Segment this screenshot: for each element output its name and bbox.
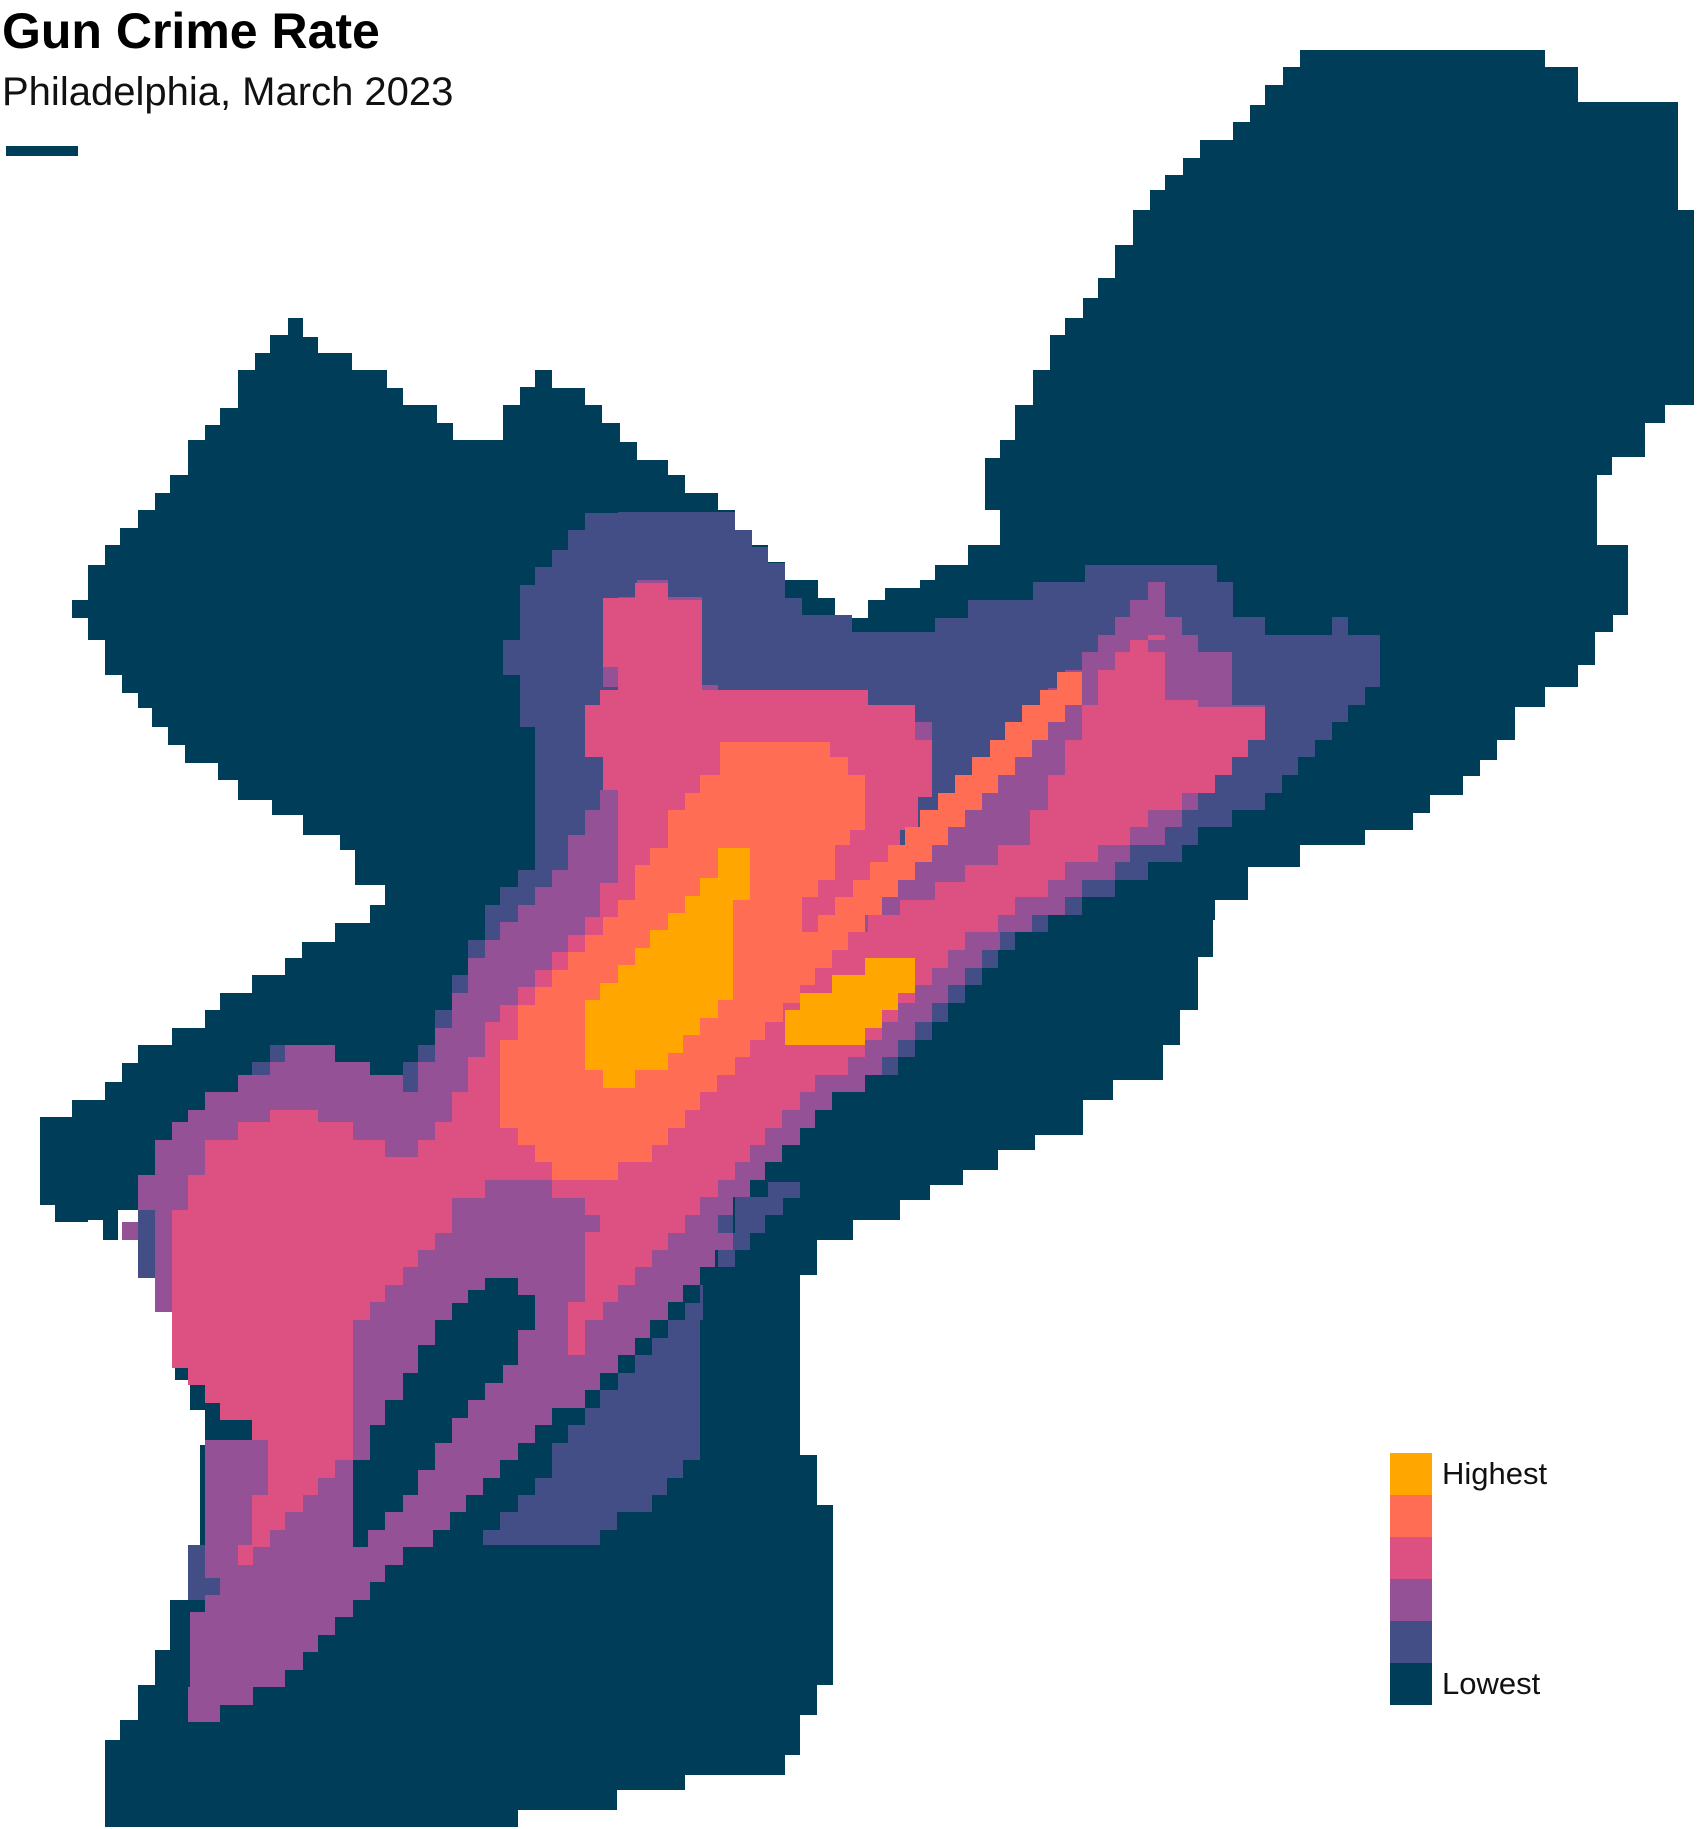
legend-label-highest: Highest — [1442, 1456, 1548, 1491]
zone-river-inlet — [353, 1278, 535, 1547]
legend-label-lowest: Lowest — [1442, 1666, 1541, 1701]
map-subtitle: Philadelphia, March 2023 — [2, 70, 454, 114]
title-accent-bar — [6, 146, 78, 156]
legend-swatch-level-6 — [1390, 1453, 1432, 1495]
legend-swatch-level-5 — [1390, 1495, 1432, 1537]
legend-swatch-level-2 — [1390, 1621, 1432, 1663]
legend-swatch-level-4 — [1390, 1537, 1432, 1579]
map-title: Gun Crime Rate — [2, 3, 380, 59]
legend: Highest Lowest — [1390, 1453, 1650, 1705]
legend-swatch-level-3 — [1390, 1579, 1432, 1621]
zone-level-5-highest — [585, 848, 915, 1088]
legend-swatch-level-1 — [1390, 1663, 1432, 1705]
